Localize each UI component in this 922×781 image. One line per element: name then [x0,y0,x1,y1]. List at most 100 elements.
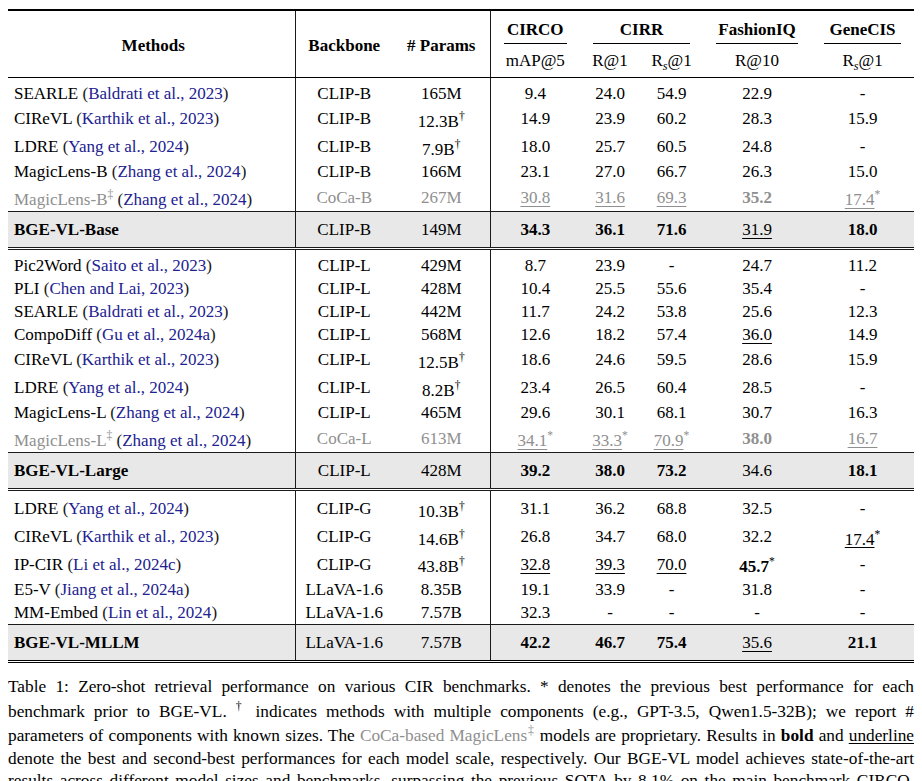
metric-value: 8.7 [525,256,546,275]
metric-header-r10: R@10 [703,49,811,78]
metric-value: 34.6 [742,461,772,480]
fashioniq-r10-cell: 26.3 [703,160,811,183]
method-cell: MM-Embed (Lin et al., 2024) [8,601,295,625]
citation-link[interactable]: Karthik et al., 2023 [82,109,214,128]
metric-header-r1: R@1 [580,49,640,78]
params-value: 12.3B [418,112,459,131]
method-name: SEARLE [14,302,78,321]
params-cell: 7.9B† [393,133,490,161]
cirr-r1-cell: 25.7 [580,133,640,161]
citation-link[interactable]: Gu et al., 2024a [102,325,210,344]
metric-value: 28.3 [742,109,772,128]
citation-paren-close: ) [214,109,220,128]
metric-value: 19.1 [520,580,550,599]
fashioniq-r10-cell: 25.6 [703,300,811,323]
method-cell: LDRE (Yang et al., 2024) [8,489,295,522]
fashioniq-r10-cell: 22.9 [703,78,811,106]
citation-paren-open: ( [51,580,61,599]
circo-map5-cell: 10.4 [490,277,580,300]
circo-map5-cell: 34.1* [490,424,580,452]
metric-value: 25.6 [742,302,772,321]
method-cell: MagicLens-B‡ (Zhang et al., 2024) [8,183,295,211]
citation-paren-open: ( [98,603,108,622]
circo-map5-cell: 8.7 [490,248,580,277]
citation-paren-close: ) [241,162,247,181]
circo-map5-cell: 30.8 [490,183,580,211]
metric-value: - [669,256,675,275]
citation-link[interactable]: Karthik et al., 2023 [82,350,214,369]
backbone-cell: LLaVA-1.6 [295,578,393,601]
citation-link[interactable]: Zhang et al., 2024 [117,162,240,181]
params-value: 8.35B [421,580,462,599]
metric-value: 59.5 [657,350,687,369]
citation-link[interactable]: Yang et al., 2024 [68,499,183,518]
metric-value: - [607,603,613,622]
metric-value: 24.8 [742,137,772,156]
citation-link[interactable]: Yang et al., 2024 [68,378,183,397]
method-cell: CIReVL (Karthik et al., 2023) [8,105,295,133]
cirr-rs1-cell: 60.5 [640,133,703,161]
citation-paren-open: ( [78,302,88,321]
citation-paren-open: ( [113,190,123,209]
method-row: IP-CIR (Li et al., 2024c)CLIP-G43.8B†32.… [8,550,914,578]
method-name: CIReVL [14,109,72,128]
citation-link[interactable]: Baldrati et al., 2023 [88,84,223,103]
backbone-cell: CLIP-B [295,105,393,133]
method-name: E5-V [14,580,51,599]
genecis-rs1-cell: 15.0 [811,160,914,183]
method-name: MagicLens-L [14,403,106,422]
metric-value: 14.9 [520,109,550,128]
circo-map5-cell: 23.4 [490,374,580,402]
cirr-r1-cell: 23.9 [580,105,640,133]
circo-map5-cell: 42.2 [490,624,580,661]
metric-value: 12.6 [520,325,550,344]
citation-link[interactable]: Yang et al., 2024 [68,137,183,156]
citation-paren-open: ( [63,555,73,574]
cirr-rs1-cell: 66.7 [640,160,703,183]
method-cell: BGE-VL-Large [8,452,295,489]
cirr-r1-cell: 34.7 [580,523,640,551]
citation-link[interactable]: Zhang et al., 2024 [123,190,246,209]
table-caption: Table 1: Zero-shot retrieval performance… [8,676,914,781]
method-name: BGE-VL-Base [14,220,119,239]
params-value: 14.6B [418,529,459,548]
citation-paren-close: ) [223,84,229,103]
cirr-r1-cell: 23.9 [580,248,640,277]
params-value: 12.5B [418,353,459,372]
metric-value: 31.8 [742,580,772,599]
cirr-r1-cell: 30.1 [580,401,640,424]
metric-value: 27.0 [595,162,625,181]
metric-value: 18.0 [848,220,878,239]
citation-link[interactable]: Jiang et al., 2024a [60,580,183,599]
citation-paren-close: ) [183,137,189,156]
backbone-cell: CLIP-G [295,550,393,578]
metric-value: 23.4 [520,378,550,397]
dagger-mark: † [459,500,465,513]
citation-link[interactable]: Chen and Lai, 2023 [49,279,183,298]
citation-paren-open: ( [107,162,117,181]
backbone-cell: CLIP-G [295,523,393,551]
method-cell: MagicLens-L‡ (Zhang et al., 2024) [8,424,295,452]
metric-header-rs1-cirr: Rs@1 [640,49,703,78]
citation-link[interactable]: Lin et al., 2024 [108,603,211,622]
citation-link[interactable]: Karthik et al., 2023 [82,527,214,546]
citation-link[interactable]: Zhang et al., 2024 [116,403,239,422]
citation-link[interactable]: Li et al., 2024c [73,555,175,574]
metric-value: 15.0 [848,162,878,181]
metric-value: 70.9 [654,431,684,450]
cirr-rs1-cell: 68.8 [640,489,703,522]
metric-value: 31.9 [742,220,772,239]
citation-paren-close: ) [184,580,190,599]
caption-text: denote the best and second-best performa… [8,749,914,781]
model-row-highlight: BGE-VL-BaseCLIP-B149M34.336.171.631.918.… [8,211,914,248]
cirr-rs1-cell: 69.3 [640,183,703,211]
citation-paren-close: ) [210,325,216,344]
metric-value: - [669,580,675,599]
citation-paren-close: ) [183,378,189,397]
citation-link[interactable]: Zhang et al., 2024 [122,431,245,450]
metric-value: 38.0 [595,461,625,480]
citation-link[interactable]: Baldrati et al., 2023 [88,302,223,321]
cirr-rs1-cell: 68.0 [640,523,703,551]
citation-link[interactable]: Saito et al., 2023 [92,256,207,275]
metric-value: 15.9 [848,109,878,128]
